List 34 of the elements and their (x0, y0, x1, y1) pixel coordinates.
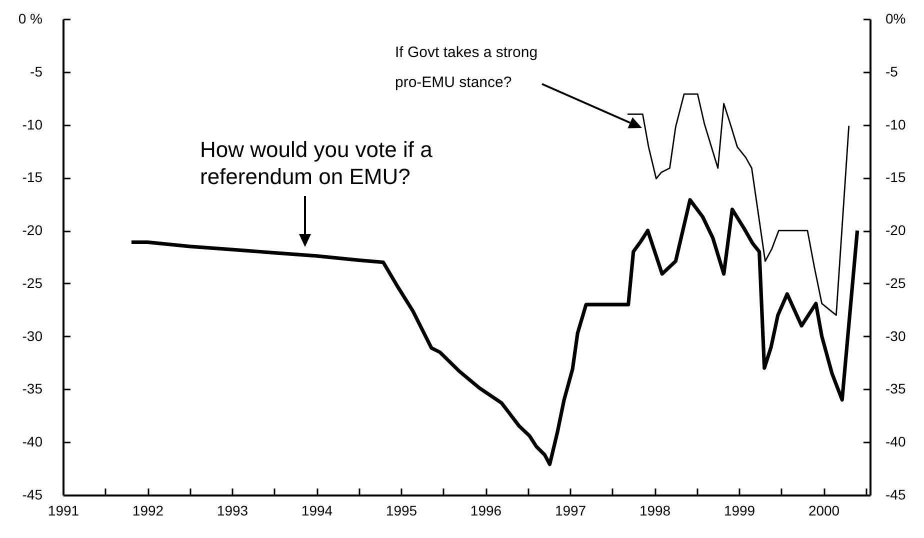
line-series (626, 93, 850, 316)
annotation: If Govt takes a strong pro-EMU stance? (395, 44, 538, 91)
y-tick-label: 0 % (18, 10, 42, 26)
y2-tick-label: 0% (886, 10, 906, 26)
y2-tick-label: -40 (886, 434, 906, 450)
y2-tick-label: -10 (886, 116, 906, 132)
line-series (130, 198, 860, 466)
annotation: How would you vote if a referendum on EMU? (200, 137, 434, 189)
x-tick-label: 1998 (639, 502, 671, 518)
y-tick-label: -5 (30, 63, 43, 80)
y-tick-label: -25 (22, 274, 43, 291)
x-tick-label: 1991 (48, 502, 80, 518)
x-tick-label: 1997 (554, 502, 586, 518)
y2-tick-label: -15 (886, 169, 906, 186)
y-tick-label: -30 (22, 328, 43, 344)
x-tick-label: 1993 (216, 502, 248, 518)
y2-tick-label: -45 (886, 486, 906, 502)
y-tick-label: -20 (22, 222, 43, 238)
y-tick-label: -15 (22, 169, 43, 186)
y-tick-label: -40 (22, 434, 43, 450)
y2-tick-label: -20 (886, 222, 906, 238)
x-tick-label: 1996 (470, 502, 502, 518)
x-tick-label: 1992 (132, 502, 164, 518)
y2-tick-label: -30 (886, 328, 906, 344)
x-tick-label: 1999 (724, 502, 756, 518)
x-tick-label: 1995 (386, 502, 418, 518)
y2-tick-label: -25 (886, 274, 906, 291)
y-tick-label: -45 (22, 486, 43, 502)
y-tick-label: -10 (22, 116, 43, 132)
x-tick-label: 1994 (301, 502, 333, 518)
y2-tick-label: -35 (886, 380, 906, 397)
y-tick-label: -35 (22, 380, 43, 397)
x-tick-label: 2000 (808, 502, 840, 518)
y2-tick-label: -5 (886, 63, 898, 80)
